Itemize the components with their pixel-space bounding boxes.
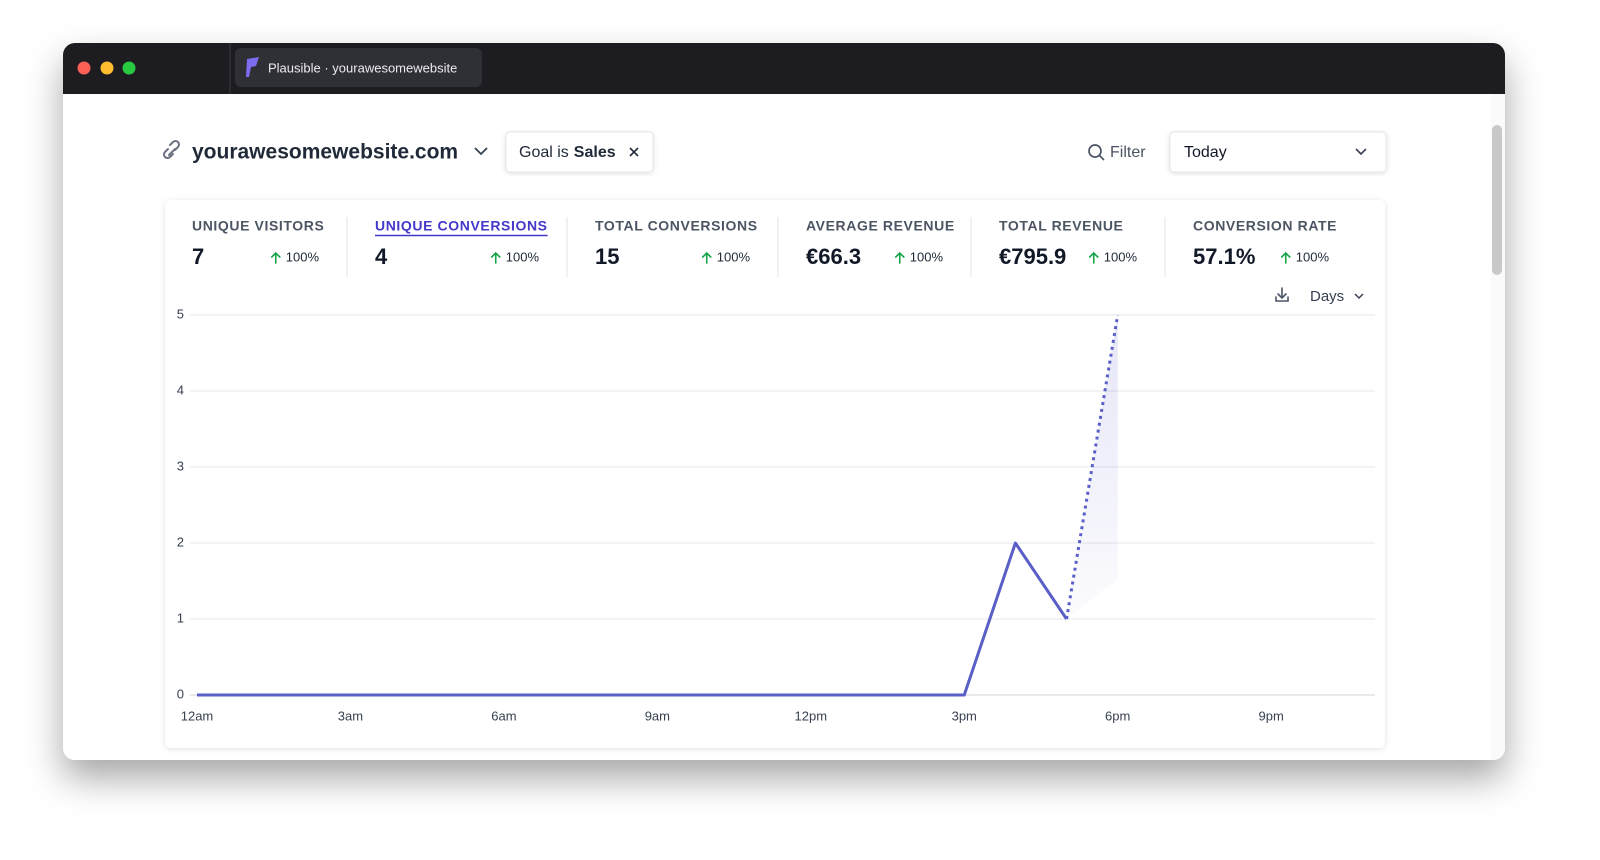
close-button[interactable] <box>77 61 91 75</box>
filter-value: Sales <box>574 144 616 161</box>
change-arrow <box>490 251 501 264</box>
search-icon <box>1088 144 1102 158</box>
metric-value: 7 <box>192 244 204 269</box>
maximize-button[interactable] <box>122 61 136 75</box>
x-tick-label: 3pm <box>952 708 977 723</box>
metric-change: 100% <box>506 249 540 264</box>
filter-remove[interactable] <box>629 147 639 157</box>
metric-change: 100% <box>910 249 944 264</box>
metric-label[interactable]: TOTAL REVENUE <box>999 218 1123 234</box>
metric-label[interactable]: AVERAGE REVENUE <box>806 218 955 234</box>
metric[interactable]: CONVERSION RATE 57.1% 100% <box>1193 218 1337 269</box>
filter-pill[interactable]: Goal is Sales <box>505 131 654 173</box>
metric-label[interactable]: CONVERSION RATE <box>1193 218 1337 234</box>
change-arrow <box>1088 251 1099 264</box>
x-tick-label: 9pm <box>1259 708 1284 723</box>
y-tick-label: 3 <box>177 458 184 473</box>
y-tick-label: 5 <box>177 306 184 321</box>
y-tick-label: 4 <box>177 382 184 397</box>
y-tick-label: 1 <box>177 610 184 625</box>
metric-change: 100% <box>717 249 751 264</box>
y-tick-label: 2 <box>177 534 184 549</box>
filter-button[interactable]: Filter <box>1088 144 1146 161</box>
metric-value: 15 <box>595 244 619 269</box>
metric[interactable]: TOTAL CONVERSIONS 15 100% <box>595 218 758 269</box>
site-name[interactable]: yourawesomewebsite.com <box>192 141 458 164</box>
x-tick-label: 9am <box>645 708 670 723</box>
x-tick-label: 3am <box>338 708 363 723</box>
tab-title: Plausible · yourawesomewebsite <box>268 60 457 75</box>
interval-chevron[interactable] <box>1354 293 1364 300</box>
scrollbar-thumb[interactable] <box>1492 125 1502 275</box>
metric[interactable]: UNIQUE CONVERSIONS 4 100% <box>375 218 548 269</box>
interval-label[interactable]: Days <box>1310 288 1344 305</box>
tab-background[interactable] <box>235 48 482 87</box>
site-chevron[interactable] <box>474 147 488 156</box>
metric-change: 100% <box>1296 249 1330 264</box>
link-icon <box>162 139 181 160</box>
change-arrow <box>701 251 712 264</box>
line-series-incomplete <box>1065 314 1120 620</box>
metric[interactable]: TOTAL REVENUE €795.9 100% <box>999 218 1137 269</box>
x-tick-label: 6pm <box>1105 708 1130 723</box>
tab-favicon <box>246 57 259 77</box>
filter-pill-background[interactable] <box>505 131 654 173</box>
tab-fade <box>430 55 460 83</box>
site-header: yourawesomewebsite.com Goal is Sales Filt… <box>162 131 1387 173</box>
metric-value: 4 <box>375 244 388 269</box>
metric-change: 100% <box>1104 249 1138 264</box>
search-icon-handle <box>1098 154 1105 161</box>
metric-value: €795.9 <box>999 244 1066 269</box>
filter-prefix: Goal is <box>519 144 569 161</box>
minimize-button[interactable] <box>100 61 114 75</box>
metric-label[interactable]: UNIQUE CONVERSIONS <box>375 218 548 234</box>
download-button[interactable] <box>1275 287 1289 302</box>
x-tick-label: 12pm <box>795 708 828 723</box>
metric[interactable]: AVERAGE REVENUE €66.3 100% <box>806 218 955 269</box>
metric-label[interactable]: TOTAL CONVERSIONS <box>595 218 758 234</box>
metrics-row: UNIQUE VISITORS 7 100% UNIQUE CONVERSIONS 4 1… <box>192 217 1337 277</box>
chart-controls: Days <box>1275 287 1364 305</box>
line-series <box>197 541 1068 697</box>
filter-button-label[interactable]: Filter <box>1110 144 1146 161</box>
metric-value: €66.3 <box>806 244 861 269</box>
browser-tab[interactable]: Plausible · yourawesomewebsite <box>235 48 482 87</box>
x-tick-label: 12am <box>181 708 214 723</box>
metric-value: 57.1% <box>1193 244 1255 269</box>
filter-label: Goal is Sales <box>519 144 616 161</box>
period-picker[interactable]: Today <box>1169 131 1387 173</box>
change-arrow <box>270 251 281 264</box>
line-chart: 0 1 2 3 4 5 12am 3am 6am 9am 12pm 3pm 6pm 9pm <box>177 306 1375 723</box>
period-chevron <box>1355 148 1367 156</box>
metric-label[interactable]: UNIQUE VISITORS <box>192 218 324 234</box>
y-tick-label: 0 <box>177 686 184 701</box>
metric[interactable]: UNIQUE VISITORS 7 100% <box>192 218 324 269</box>
stats-card <box>165 200 1385 748</box>
x-tick-label: 6am <box>491 708 516 723</box>
period-picker-background[interactable] <box>1169 131 1387 173</box>
period-label: Today <box>1184 144 1227 161</box>
change-arrow <box>1280 251 1291 264</box>
metric-change: 100% <box>286 249 320 264</box>
change-arrow <box>894 251 905 264</box>
